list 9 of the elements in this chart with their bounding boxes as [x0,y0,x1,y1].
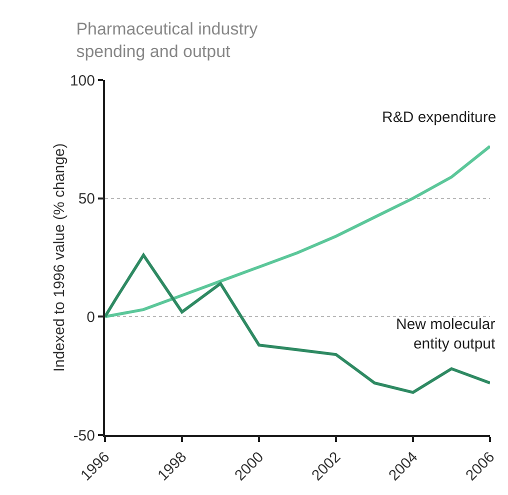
chart-title: Pharmaceutical industry spending and output [76,20,258,61]
text: New molecular entity output [396,316,496,352]
y-tick-label: -50 [73,427,95,444]
y-axis-title: Indexed to 1996 value (% change) [51,143,68,372]
y-tick-label: 50 [78,190,95,208]
y-tick-label: 100 [70,72,95,90]
y-tick-label: 0 [86,308,95,326]
line-series [105,144,490,318]
series-label: R&D expenditure [382,109,496,126]
